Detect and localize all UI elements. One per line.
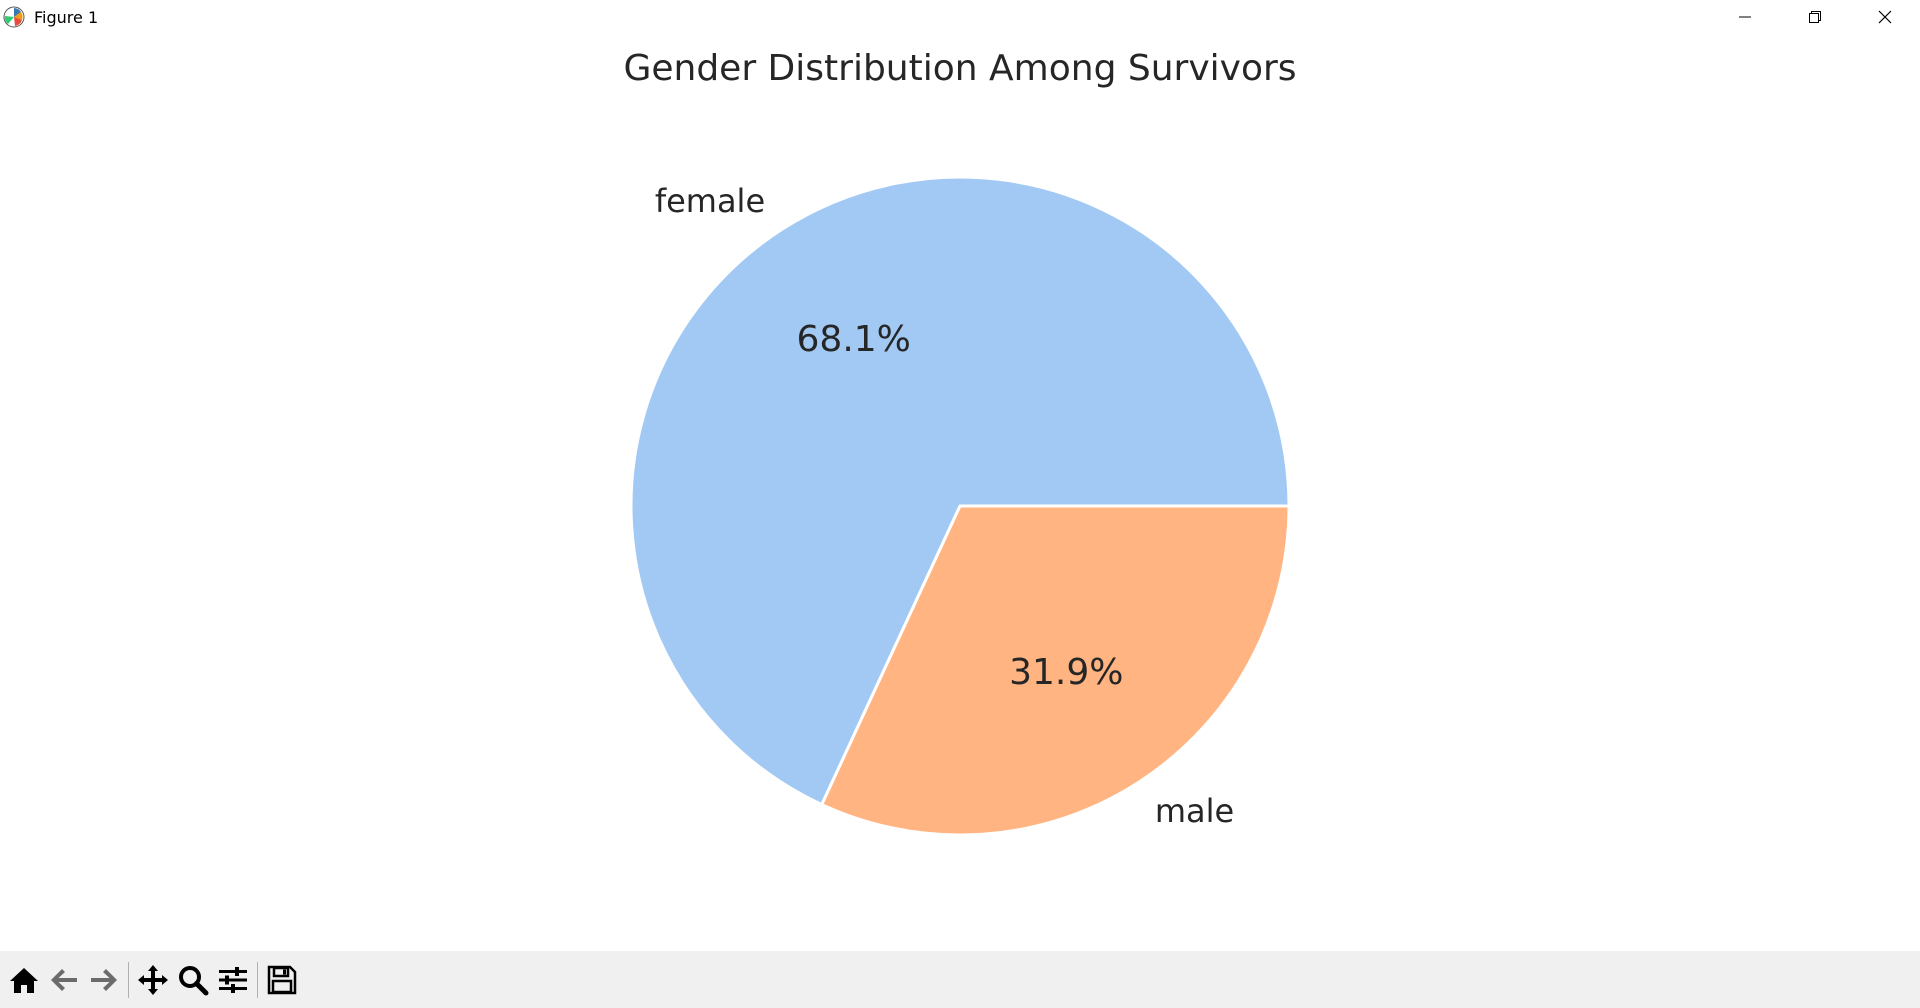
configure-subplots-icon [219,966,247,993]
pie-pct-label-male: 31.9% [1009,652,1123,693]
toolbar-separator [257,961,258,998]
figure-canvas[interactable]: Gender Distribution Among Survivors 68.1… [0,34,1920,951]
forward-button[interactable] [84,958,124,1002]
home-button[interactable] [4,958,44,1002]
zoom-icon [179,965,209,995]
minimize-icon [1739,16,1751,18]
zoom-button[interactable] [173,958,213,1002]
close-button[interactable] [1850,0,1920,34]
pan-button[interactable] [133,958,173,1002]
close-icon [1878,10,1892,24]
toolbar-separator [128,961,129,998]
pie-chart: 68.1% female 31.9% male [629,175,1291,837]
restore-button[interactable] [1780,0,1850,34]
restore-icon [1809,11,1821,23]
back-icon [51,968,77,991]
minimize-button[interactable] [1710,0,1780,34]
navigation-toolbar [0,951,1920,1008]
forward-icon [91,968,117,991]
pie-slice-male [820,504,1291,837]
pie-pct-label-female: 68.1% [797,319,911,360]
matplotlib-logo-icon [2,5,26,29]
save-button[interactable] [262,958,302,1002]
pie-slice-female [629,175,1291,807]
home-icon [10,967,38,993]
pan-icon [138,964,168,995]
pie-category-label-female: female [655,182,765,220]
title-bar: Figure 1 [0,0,1920,34]
chart-title: Gender Distribution Among Survivors [623,48,1297,89]
window-title: Figure 1 [34,7,99,27]
configure-subplots-button[interactable] [213,958,253,1002]
pie-category-label-male: male [1155,792,1234,830]
save-icon [267,965,297,994]
back-button[interactable] [44,958,84,1002]
